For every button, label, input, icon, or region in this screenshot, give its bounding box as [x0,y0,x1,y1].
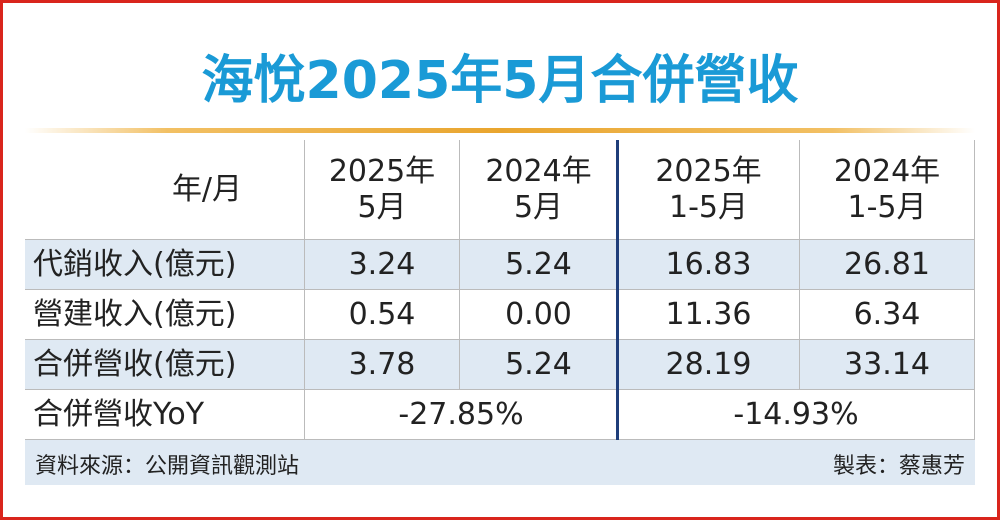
row-label-text: 代銷收入(億元) [33,246,237,282]
header-line: 1-5月 [669,189,748,225]
row-label-text: 合併營收YoY [33,396,205,432]
header-cell: 2025年 1-5月 [618,140,800,240]
corner-cell: 年/月 [25,140,305,240]
title: 海悅2025年5月合併營收 [201,51,799,111]
value-cell: 5.24 [460,240,618,290]
value: 3.78 [348,346,416,382]
value: 5.24 [505,346,572,382]
header-line: 5月 [513,189,564,225]
value: 33.14 [844,346,930,382]
header-cell: 2025年 5月 [305,140,460,240]
header-line: 5月 [357,189,407,225]
value: -14.93% [733,396,859,432]
row-label: 合併營收YoY [25,390,305,440]
value: 3.24 [348,246,416,282]
footer-bg [25,440,975,485]
value: 5.24 [505,246,572,282]
header-line: 1-5月 [847,189,927,225]
value: 0.00 [505,296,572,332]
header-line: 2025年 [328,153,436,189]
header-line: 2025年 [655,153,762,189]
value-cell: 26.81 [800,240,975,290]
value: 28.19 [665,346,752,382]
header-line: 2024年 [833,153,941,189]
row-label: 代銷收入(億元) [25,240,305,290]
value-cell: 5.24 [460,340,618,390]
value: 0.54 [348,296,416,332]
yoy-cell: -27.85% [305,390,618,440]
value: 11.36 [665,296,752,332]
corner-label: 年/月 [171,171,243,207]
source: 資料來源：公開資訊觀測站 [35,454,300,479]
value-cell: 16.83 [618,240,800,290]
header-line: 2024年 [485,153,592,189]
value: -27.85% [398,396,524,432]
value-cell: 0.00 [460,290,618,340]
value: 6.34 [853,296,921,332]
title-rule [25,128,975,133]
value-cell: 3.78 [305,340,460,390]
value-cell: 33.14 [800,340,975,390]
value-cell: 0.54 [305,290,460,340]
value: 26.81 [844,246,930,282]
value-cell: 6.34 [800,290,975,340]
yoy-cell: -14.93% [618,390,975,440]
header-cell: 2024年 5月 [460,140,618,240]
row-label-text: 合併營收(億元) [33,346,237,382]
value-cell: 3.24 [305,240,460,290]
author: 製表：蔡惠芳 [832,454,965,479]
column-divider [616,140,619,440]
row-label-text: 營建收入(億元) [33,296,237,332]
value-cell: 11.36 [618,290,800,340]
value: 16.83 [665,246,752,282]
value-cell: 28.19 [618,340,800,390]
row-label: 營建收入(億元) [25,290,305,340]
row-label: 合併營收(億元) [25,340,305,390]
header-cell: 2024年 1-5月 [800,140,975,240]
